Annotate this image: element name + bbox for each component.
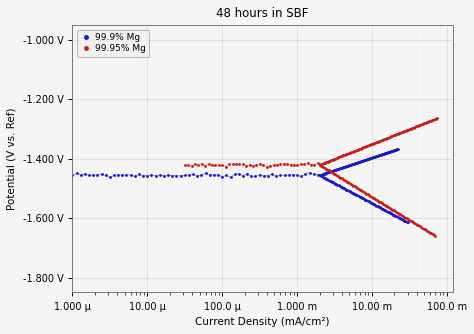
99.95% Mg xyxy=(315,161,321,165)
99.95% Mg xyxy=(267,164,273,168)
99.95% Mg xyxy=(209,163,215,167)
99.9% Mg xyxy=(157,173,163,177)
99.95% Mg xyxy=(260,163,266,167)
99.95% Mg xyxy=(206,162,211,166)
99.95% Mg xyxy=(226,162,232,166)
99.95% Mg xyxy=(216,163,222,167)
Title: 48 hours in SBF: 48 hours in SBF xyxy=(216,7,309,20)
99.95% Mg xyxy=(196,163,201,167)
99.95% Mg xyxy=(213,163,219,167)
99.95% Mg xyxy=(308,163,314,167)
X-axis label: Current Density (mA/cm²): Current Density (mA/cm²) xyxy=(195,317,330,327)
99.95% Mg xyxy=(182,163,188,167)
Legend: 99.9% Mg, 99.95% Mg: 99.9% Mg, 99.95% Mg xyxy=(77,30,149,57)
99.95% Mg xyxy=(199,162,205,166)
99.95% Mg xyxy=(240,162,246,166)
99.95% Mg xyxy=(291,163,297,167)
99.95% Mg xyxy=(254,163,259,167)
99.95% Mg xyxy=(311,163,317,167)
99.95% Mg xyxy=(192,162,198,166)
99.95% Mg xyxy=(233,162,239,166)
99.95% Mg xyxy=(298,162,304,166)
Line: 99.95% Mg: 99.95% Mg xyxy=(183,162,319,169)
99.95% Mg xyxy=(257,162,263,166)
99.95% Mg xyxy=(305,161,310,165)
99.9% Mg xyxy=(107,175,113,179)
99.95% Mg xyxy=(277,162,283,166)
99.95% Mg xyxy=(281,162,287,166)
99.9% Mg xyxy=(315,173,321,177)
99.9% Mg xyxy=(228,175,233,179)
99.95% Mg xyxy=(284,162,290,166)
99.95% Mg xyxy=(294,163,300,167)
99.95% Mg xyxy=(185,163,191,167)
99.95% Mg xyxy=(247,163,253,167)
99.95% Mg xyxy=(189,164,194,168)
99.95% Mg xyxy=(202,164,208,168)
99.9% Mg xyxy=(70,173,75,177)
Line: 99.9% Mg: 99.9% Mg xyxy=(71,171,319,179)
99.95% Mg xyxy=(301,162,307,166)
99.9% Mg xyxy=(307,171,312,175)
99.95% Mg xyxy=(219,163,225,167)
99.95% Mg xyxy=(243,164,249,168)
99.95% Mg xyxy=(223,165,228,169)
99.95% Mg xyxy=(237,162,242,166)
99.9% Mg xyxy=(136,172,142,176)
99.9% Mg xyxy=(145,174,150,178)
99.95% Mg xyxy=(264,165,270,169)
99.95% Mg xyxy=(271,163,276,167)
99.95% Mg xyxy=(274,163,280,167)
99.9% Mg xyxy=(115,173,121,177)
99.95% Mg xyxy=(250,164,256,168)
99.9% Mg xyxy=(153,174,158,178)
99.95% Mg xyxy=(288,163,293,167)
Y-axis label: Potential (V vs. Ref): Potential (V vs. Ref) xyxy=(7,108,17,210)
99.95% Mg xyxy=(230,162,236,166)
